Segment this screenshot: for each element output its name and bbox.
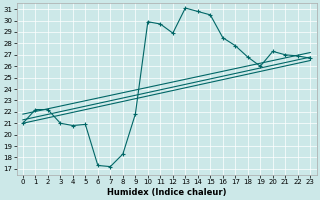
X-axis label: Humidex (Indice chaleur): Humidex (Indice chaleur) [107, 188, 226, 197]
